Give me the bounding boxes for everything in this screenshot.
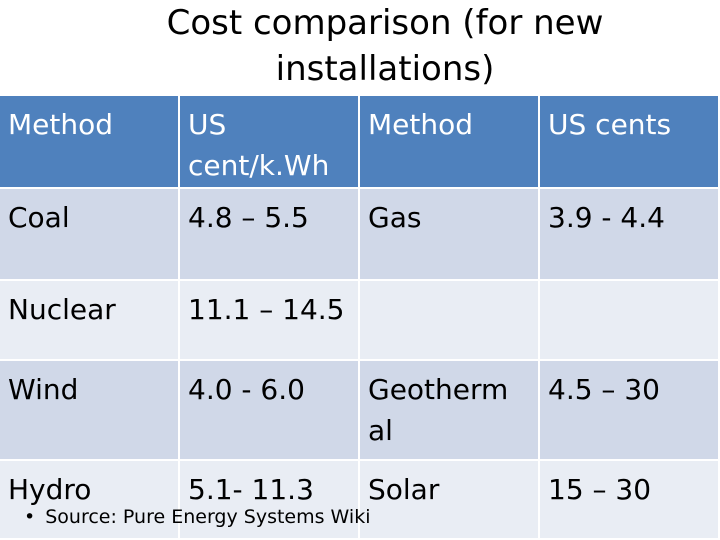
table-cell: 5.1- 11.3 [180,461,360,540]
table-cell: Solar [360,461,540,540]
table-cell: 11.1 – 14.5 [180,281,360,361]
table-cell: Gas [360,189,540,281]
table-header-method: Method [0,96,180,189]
table-cell: Geotherm al [360,361,540,461]
table-header-method-2: Method [360,96,540,189]
table-header-us-cents: US cents [540,96,720,189]
table-cell: Hydro [0,461,180,540]
table-cell: 4.8 – 5.5 [180,189,360,281]
table-cell: 4.5 – 30 [540,361,720,461]
table-cell [360,281,540,361]
table-cell: Nuclear [0,281,180,361]
table-cell: 15 – 30 [540,461,720,540]
slide-title: Cost comparison (for new installations) [166,3,604,89]
cost-table: Method US cent/k.Wh Method US cents Coal… [0,96,720,540]
source-note: • Source: Pure Energy Systems Wiki [24,505,370,529]
table-cell: Wind [0,361,180,461]
table-header-us-cent-kwh: US cent/k.Wh [180,96,360,189]
table-cell: 4.0 - 6.0 [180,361,360,461]
source-text: Source: Pure Energy Systems Wiki [45,506,371,528]
table-cell [540,281,720,361]
table-cell: Coal [0,189,180,281]
table-cell: 3.9 - 4.4 [540,189,720,281]
bullet-icon: • [24,506,36,528]
